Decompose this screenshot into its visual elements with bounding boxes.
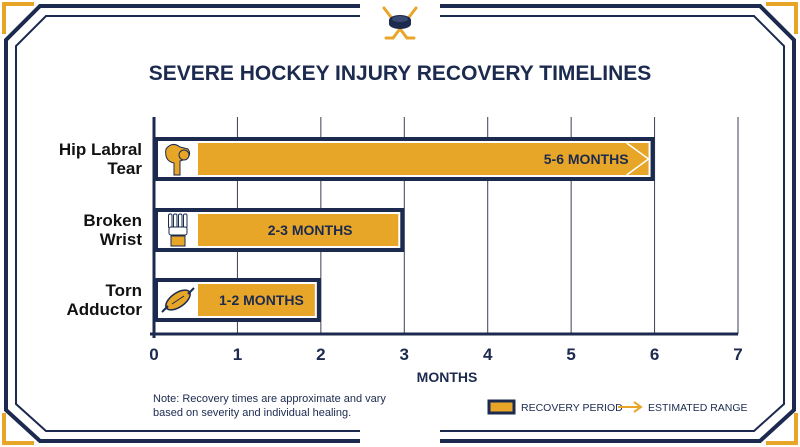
legend-swatch-recovery-period — [487, 399, 516, 415]
note-line-2: based on severity and individual healing… — [153, 407, 351, 419]
chart-title: SEVERE HOCKEY INJURY RECOVERY TIMELINES — [149, 62, 652, 85]
corner-accent-top-left — [2, 2, 34, 34]
x-tick-label: 2 — [316, 345, 325, 364]
bar-group: 5-6 MONTHS Hip Labral Tear — [59, 137, 655, 181]
frame-outer-right — [440, 4, 796, 443]
bar-value-label: 1-2 MONTHS — [219, 292, 304, 308]
corner-accent-bottom-left — [2, 413, 34, 445]
wrist-bone-icon — [168, 213, 188, 247]
bar-value-label: 5-6 MONTHS — [544, 151, 629, 167]
x-tick-label: 5 — [566, 345, 575, 364]
legend-arrow-icon — [618, 401, 643, 413]
category-label: Torn Adductor — [66, 281, 142, 319]
frame-outer-left — [3, 4, 360, 443]
bar — [198, 284, 315, 316]
x-ticks: 0 1 2 3 4 5 6 7 — [149, 345, 742, 364]
bar-group: 1-2 MONTHS Torn Adductor — [66, 278, 321, 322]
muscle-icon — [161, 287, 195, 313]
x-tick-label: 4 — [483, 345, 493, 364]
x-tick-label: 6 — [650, 345, 659, 364]
x-tick-label: 3 — [400, 345, 409, 364]
hip-joint-icon — [165, 143, 191, 176]
corner-accent-top-right — [766, 2, 798, 34]
bar — [198, 214, 399, 246]
legend-label-estimated-range: ESTIMATED RANGE — [648, 402, 748, 414]
x-tick-label: 0 — [149, 345, 158, 364]
bars: 5-6 MONTHS Hip Labral Tear 2-3 MONTHS Broken… — [59, 137, 655, 322]
note-line-1: Note: Recovery times are approximate and… — [153, 393, 386, 405]
category-label: Hip Labral Tear — [59, 140, 143, 178]
range-arrow — [626, 142, 650, 176]
bar-group: 2-3 MONTHS Broken Wrist — [83, 208, 405, 252]
x-tick-label: 7 — [733, 345, 742, 364]
x-axis-title: MONTHS — [417, 369, 478, 385]
frame-inner-right — [440, 15, 785, 432]
bar — [198, 143, 649, 175]
legend: RECOVERY PERIOD ESTIMATED RANGE — [487, 399, 748, 415]
frame-inner-left — [15, 15, 360, 432]
corner-accent-bottom-right — [766, 413, 798, 445]
hockey-sticks-puck-icon — [382, 6, 418, 40]
category-label: Broken Wrist — [83, 211, 142, 249]
bar-value-label: 2-3 MONTHS — [268, 222, 353, 238]
x-tick-label: 1 — [233, 345, 242, 364]
legend-label-recovery-period: RECOVERY PERIOD — [521, 402, 623, 414]
